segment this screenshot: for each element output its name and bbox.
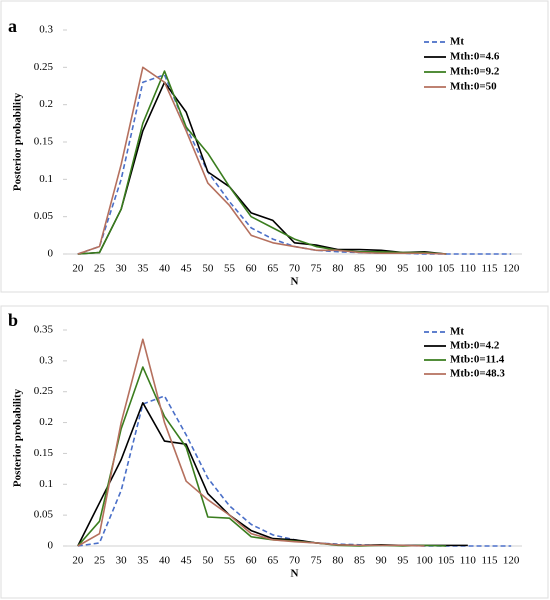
x-tick-label: 95 xyxy=(397,555,409,567)
series-line xyxy=(77,402,468,547)
x-tick-label: 40 xyxy=(159,263,171,275)
x-tick-label: 70 xyxy=(289,555,301,567)
x-tick-label: 50 xyxy=(202,555,214,567)
series-line xyxy=(77,81,447,255)
y-tick-label: 0.05 xyxy=(34,509,54,521)
y-tick-label: 0.15 xyxy=(34,136,54,148)
x-tick-label: 110 xyxy=(460,263,477,275)
y-tick-label: 0.3 xyxy=(39,24,53,36)
legend-label: Mtb:0=4.2 xyxy=(450,340,500,352)
x-tick-label: 30 xyxy=(116,263,128,275)
x-tick-label: 75 xyxy=(311,263,323,275)
y-tick-label: 0 xyxy=(48,540,54,552)
x-tick-label: 85 xyxy=(354,263,366,275)
y-tick-label: 0.35 xyxy=(34,324,54,336)
y-tick-label: 0.2 xyxy=(39,416,53,428)
y-tick-label: 0.1 xyxy=(39,173,53,185)
panel-frame xyxy=(0,305,549,599)
x-tick-label: 55 xyxy=(224,555,236,567)
x-tick-label: 90 xyxy=(376,263,388,275)
x-tick-label: 55 xyxy=(224,263,236,275)
x-tick-label: 70 xyxy=(289,263,301,275)
legend-label: Mt xyxy=(450,36,464,48)
panel-letter: a xyxy=(8,16,17,36)
series-line xyxy=(77,70,447,255)
x-axis-label: N xyxy=(291,276,299,288)
y-axis-label: Posterior probability xyxy=(12,92,24,191)
y-tick-label: 0 xyxy=(48,248,54,260)
x-tick-label: 120 xyxy=(503,263,520,275)
legend-label: Mtb:0=48.3 xyxy=(450,368,505,380)
x-tick-label: 110 xyxy=(460,555,477,567)
x-tick-label: 95 xyxy=(397,263,409,275)
x-tick-label: 65 xyxy=(267,555,279,567)
x-axis-label: N xyxy=(291,568,299,580)
x-tick-label: 115 xyxy=(481,555,498,567)
x-tick-label: 20 xyxy=(72,555,84,567)
y-tick-label: 0.25 xyxy=(34,61,54,73)
x-tick-label: 120 xyxy=(503,555,520,567)
x-tick-label: 35 xyxy=(137,263,149,275)
y-axis-label: Posterior probability xyxy=(12,388,24,487)
x-tick-label: 75 xyxy=(311,555,323,567)
y-tick-label: 0.1 xyxy=(39,478,53,490)
series-line xyxy=(77,66,447,255)
x-tick-label: 20 xyxy=(72,263,84,275)
x-tick-label: 40 xyxy=(159,555,171,567)
y-tick-label: 0.15 xyxy=(34,447,54,459)
x-tick-label: 115 xyxy=(481,263,498,275)
x-tick-label: 105 xyxy=(438,555,455,567)
legend-label: Mtb:0=11.4 xyxy=(450,354,505,366)
legend-label: Mth:0=9.2 xyxy=(450,66,500,78)
x-tick-label: 60 xyxy=(246,263,258,275)
legend-label: Mth:0=50 xyxy=(450,81,497,93)
x-tick-label: 25 xyxy=(94,555,106,567)
x-tick-label: 100 xyxy=(416,263,433,275)
y-tick-label: 0.05 xyxy=(34,210,54,222)
y-tick-label: 0.3 xyxy=(39,354,53,366)
y-tick-label: 0.2 xyxy=(39,98,53,110)
series-line xyxy=(77,395,512,547)
x-tick-label: 25 xyxy=(94,263,106,275)
x-tick-label: 45 xyxy=(181,263,193,275)
series-line xyxy=(77,338,425,547)
legend-label: Mt xyxy=(450,326,464,338)
x-tick-label: 80 xyxy=(332,263,344,275)
panel-frame xyxy=(0,0,549,293)
x-tick-label: 65 xyxy=(267,263,279,275)
x-tick-label: 85 xyxy=(354,555,366,567)
panel-letter: b xyxy=(8,310,18,330)
x-tick-label: 30 xyxy=(116,555,128,567)
y-tick-label: 0.25 xyxy=(34,385,54,397)
x-tick-label: 80 xyxy=(332,555,344,567)
x-tick-label: 45 xyxy=(181,555,193,567)
x-tick-label: 35 xyxy=(137,555,149,567)
x-tick-label: 100 xyxy=(416,555,433,567)
x-tick-label: 60 xyxy=(246,555,258,567)
legend-label: Mth:0=4.6 xyxy=(450,51,500,63)
x-tick-label: 50 xyxy=(202,263,214,275)
series-line xyxy=(77,366,447,547)
x-tick-label: 105 xyxy=(438,263,455,275)
x-tick-label: 90 xyxy=(376,555,388,567)
series-line xyxy=(77,74,512,255)
